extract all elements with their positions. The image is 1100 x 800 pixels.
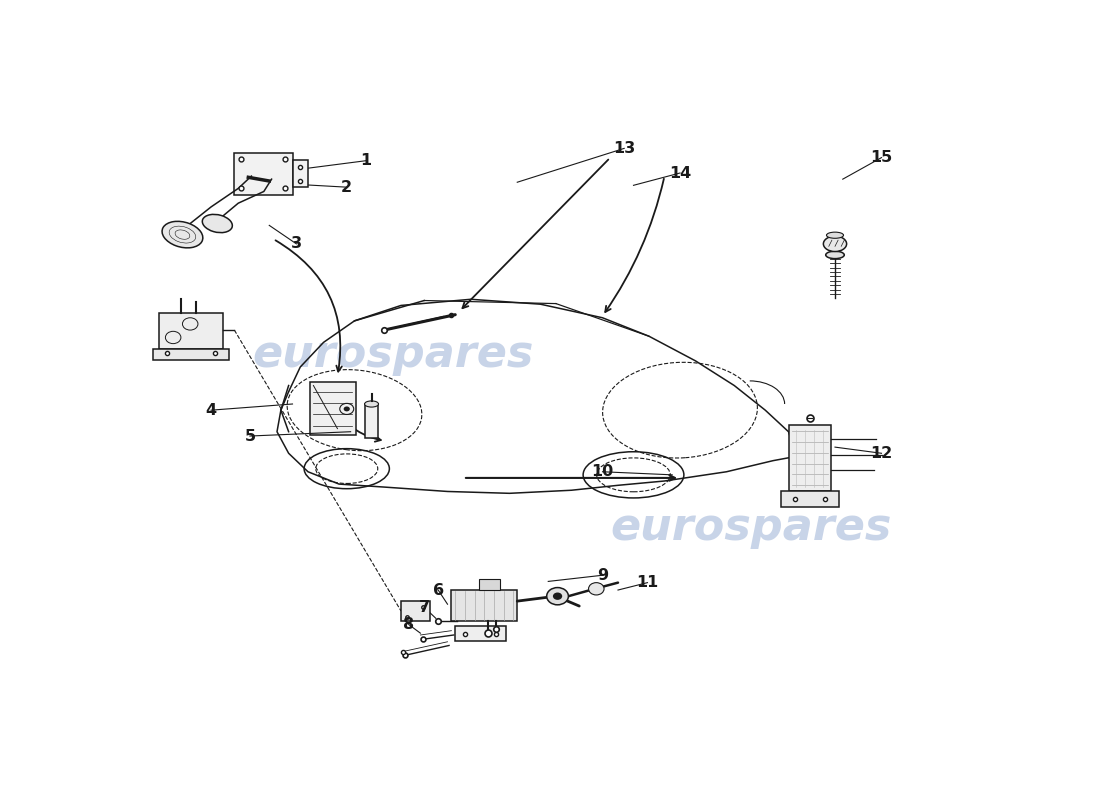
Text: eurospares: eurospares: [610, 506, 892, 549]
Circle shape: [553, 593, 562, 600]
Bar: [455, 626, 506, 641]
Bar: [160, 313, 222, 349]
Ellipse shape: [826, 251, 845, 258]
Text: 5: 5: [244, 429, 255, 443]
Text: eurospares: eurospares: [253, 334, 534, 376]
Circle shape: [588, 582, 604, 595]
Ellipse shape: [824, 236, 847, 251]
Bar: [451, 590, 517, 621]
Text: 7: 7: [419, 600, 430, 614]
Bar: [293, 160, 308, 187]
Text: 4: 4: [206, 402, 217, 418]
Bar: [365, 404, 377, 438]
Text: 9: 9: [597, 568, 608, 582]
Bar: [309, 382, 356, 435]
Bar: [234, 153, 293, 194]
Bar: [789, 425, 832, 491]
Bar: [478, 579, 500, 590]
Ellipse shape: [826, 232, 844, 238]
Text: 13: 13: [613, 141, 636, 156]
Circle shape: [343, 406, 350, 411]
Circle shape: [547, 587, 569, 605]
Text: 10: 10: [592, 464, 614, 479]
Text: 3: 3: [290, 236, 301, 251]
Text: 12: 12: [870, 446, 892, 461]
Text: 15: 15: [870, 150, 892, 165]
Bar: [781, 491, 839, 507]
Text: 1: 1: [361, 153, 372, 168]
Text: 2: 2: [341, 180, 352, 194]
Bar: [153, 349, 229, 360]
Text: 6: 6: [432, 582, 443, 598]
Ellipse shape: [364, 401, 378, 407]
Bar: [402, 601, 430, 621]
Text: 14: 14: [669, 166, 691, 181]
Text: 8: 8: [404, 617, 415, 632]
Ellipse shape: [202, 214, 232, 233]
Ellipse shape: [162, 222, 202, 248]
Text: 11: 11: [636, 575, 659, 590]
